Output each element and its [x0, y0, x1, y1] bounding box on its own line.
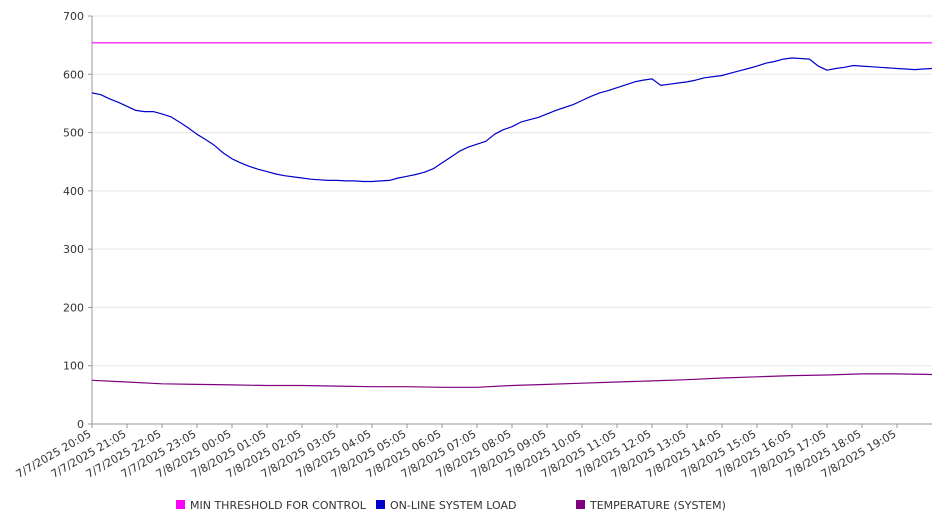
y-tick-label: 200 — [63, 301, 84, 314]
y-tick-label: 300 — [63, 243, 84, 256]
y-tick-label: 600 — [63, 68, 84, 81]
x-tick-labels: 7/7/2025 20:057/7/2025 21:057/7/2025 22:… — [14, 424, 899, 481]
legend-swatch — [176, 500, 185, 509]
legend: MIN THRESHOLD FOR CONTROL ON-LINE SYSTEM … — [176, 499, 726, 512]
legend-label: ON-LINE SYSTEM LOAD — [390, 499, 516, 512]
legend-label: MIN THRESHOLD FOR CONTROL — [190, 499, 367, 512]
series-line-2 — [91, 373, 933, 388]
legend-swatch — [376, 500, 385, 509]
y-tick-labels: 0 100 200 300 400 500 600 700 — [63, 10, 92, 431]
y-tick-label: 500 — [63, 127, 84, 140]
y-tick-label: 0 — [77, 418, 84, 431]
legend-label: TEMPERATURE (SYSTEM) — [589, 499, 726, 512]
y-tick-label: 400 — [63, 185, 84, 198]
y-tick-label: 100 — [63, 360, 84, 373]
y-tick-label: 700 — [63, 10, 84, 23]
gridlines — [92, 15, 932, 367]
series-layer — [91, 42, 933, 388]
legend-swatch — [576, 500, 585, 509]
series-line-1 — [91, 57, 933, 183]
axes — [91, 16, 932, 425]
